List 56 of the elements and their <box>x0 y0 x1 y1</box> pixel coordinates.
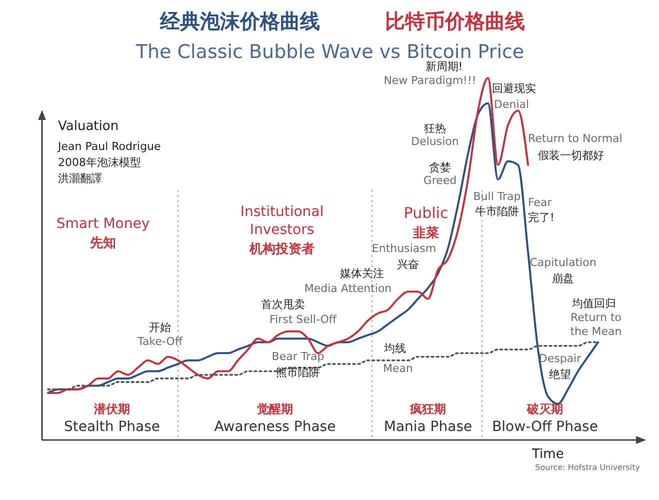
annotation: Return to Normal <box>528 132 622 145</box>
annotation: Investors <box>250 222 314 238</box>
annotation: 疯狂期 <box>409 402 446 416</box>
annotation: 熊市陷阱 <box>276 366 320 379</box>
annotation: Denial <box>494 98 530 111</box>
annotation: 先知 <box>89 236 116 251</box>
annotation: 贪婪 <box>429 161 451 174</box>
annotation: Jean Paul Rodrigue <box>57 140 162 153</box>
annotation: Mean <box>383 362 414 375</box>
annotation: Blow-Off Phase <box>492 419 598 435</box>
annotation: 机构投资者 <box>248 242 314 257</box>
text: 经典泡沫价格曲线 <box>159 9 320 33</box>
annotation: 狂热 <box>424 122 446 135</box>
annotation: 均线 <box>383 342 406 355</box>
annotation: 牛市陷阱 <box>475 205 519 218</box>
annotation: 崩盘 <box>552 272 574 285</box>
annotation: Institutional <box>240 204 324 220</box>
annotation: Mania Phase <box>384 419 472 435</box>
annotation: Despair <box>538 352 582 365</box>
annotation: 均值回归 <box>571 297 616 310</box>
annotation: Bull Trap <box>473 190 521 203</box>
annotation: 洪灝翻譯 <box>58 172 102 185</box>
annotation: 首次甩卖 <box>261 298 305 311</box>
text: 比特币价格曲线 <box>385 9 525 33</box>
annotation: 兴奋 <box>397 258 419 271</box>
annotation: Return to <box>570 311 622 324</box>
annotation: 绝望 <box>549 368 571 381</box>
annotation: Take-Off <box>136 335 183 348</box>
annotation: Awareness Phase <box>214 419 336 435</box>
annotation: Smart Money <box>56 216 150 232</box>
annotation: Enthusiasm <box>372 242 436 255</box>
annotation: Media Attention <box>304 282 392 295</box>
annotation: 觉醒期 <box>256 402 293 416</box>
annotation: New Paradigm!!! <box>384 74 476 87</box>
text: 新周期! <box>425 60 463 73</box>
annotation: Valuation <box>58 119 119 134</box>
annotation: 韭菜 <box>412 226 439 241</box>
annotation: Delusion <box>411 135 459 148</box>
annotation: 破灭期 <box>526 402 563 416</box>
annotation: 回避现实 <box>492 82 536 95</box>
annotation: Bear Trap <box>272 350 324 363</box>
annotation: 开始 <box>149 321 171 334</box>
annotation: Greed <box>423 174 457 187</box>
annotation: 完了! <box>528 211 554 224</box>
annotation: Stealth Phase <box>64 419 160 435</box>
annotation: Public <box>404 204 448 222</box>
annotation: Capitulation <box>530 256 596 269</box>
annotation: the Mean <box>570 325 622 338</box>
annotation: 潜伏期 <box>93 402 130 416</box>
annotation: 假装一切都好 <box>538 149 604 162</box>
annotation: First Sell-Off <box>269 313 337 326</box>
annotation: 媒体关注 <box>340 267 384 280</box>
text: Time <box>531 447 564 462</box>
source-note: Source: Hofstra University <box>535 463 640 472</box>
annotation: Fear <box>528 196 552 209</box>
annotation: 2008年泡沫模型 <box>58 156 141 169</box>
